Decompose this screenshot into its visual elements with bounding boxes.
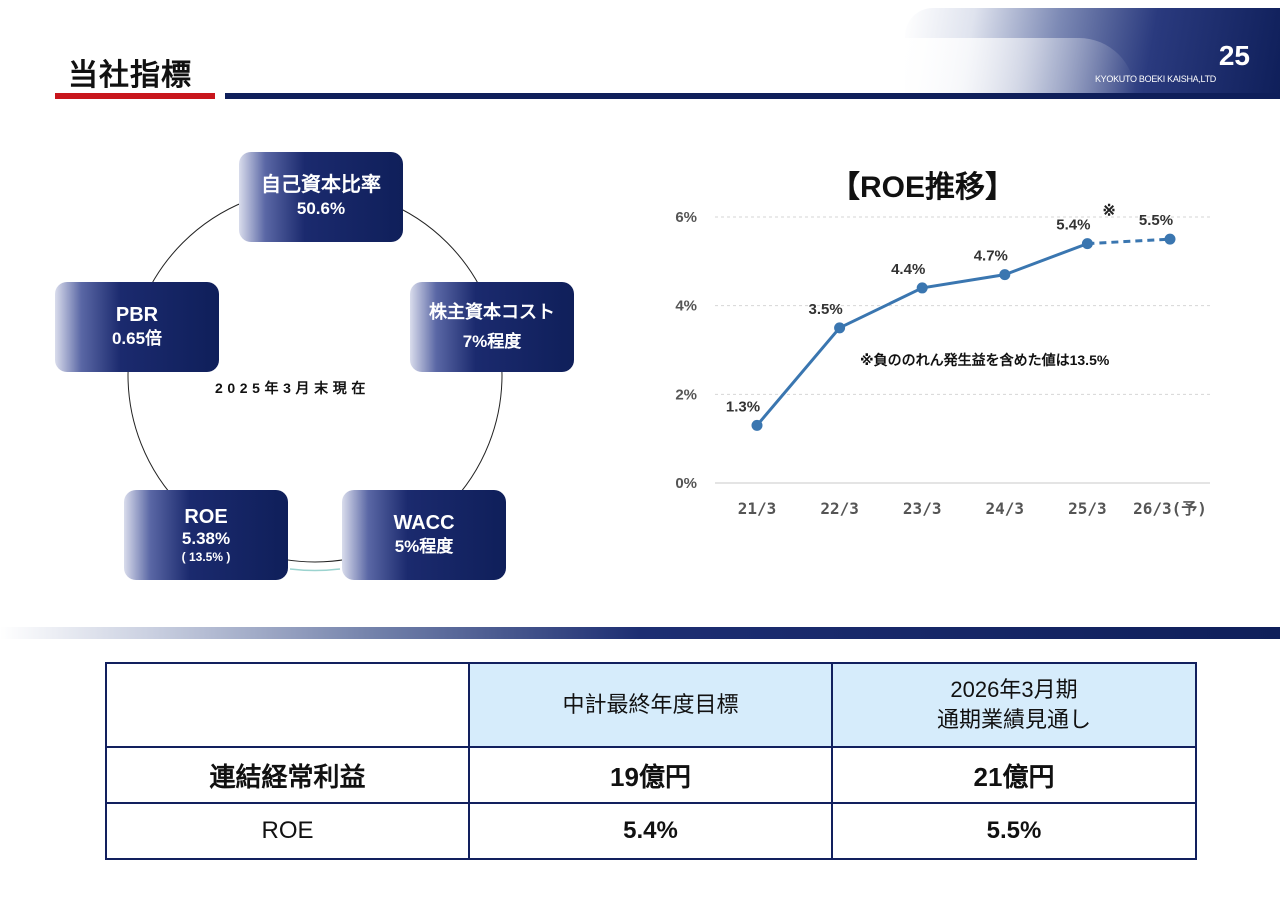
data-label: 4.7%	[974, 248, 1008, 265]
roe-line-chart: 0% 2% 4% 6% 21/3 22/3 23/3 24/3 25/3 26/3(予) 1.3% 3…	[675, 203, 1210, 518]
node-value: 0.65倍	[111, 329, 163, 348]
node-title: WACC	[393, 512, 455, 534]
node-title: 自己資本比率	[261, 174, 381, 196]
chart-title: 【ROE推移】	[830, 171, 1016, 204]
x-tick-label: 21/3	[738, 499, 777, 518]
table-row: 連結経常利益 19億円 21億円	[105, 746, 1197, 804]
cell-forecast: 21億円	[831, 746, 1197, 804]
node-pbr: PBR 0.65倍	[55, 282, 219, 372]
node-title: PBR	[115, 304, 159, 326]
data-point	[999, 269, 1011, 281]
node-roe: ROE 5.38% ( 13.5% )	[124, 490, 288, 580]
y-tick-label: 0%	[675, 475, 697, 492]
page-number: 25	[1218, 40, 1250, 71]
x-tick-label: 22/3	[820, 499, 859, 518]
data-label: 3.5%	[808, 301, 842, 318]
node-value: 5%程度	[394, 537, 454, 556]
node-wacc: WACC 5%程度	[342, 490, 506, 580]
targets-table: 中計最終年度目標 2026年3月期 通期業績見通し 連結経常利益 19億円 21…	[105, 662, 1197, 860]
node-value: 7%程度	[462, 332, 522, 351]
header-cell-forecast: 2026年3月期 通期業績見通し	[831, 662, 1197, 748]
x-tick-label: 23/3	[903, 499, 942, 518]
data-point	[751, 419, 763, 431]
page-title: 当社指標	[68, 59, 192, 92]
x-tick-label: 25/3	[1068, 499, 1107, 518]
as-of-date: 2025年3月末現在	[215, 380, 370, 396]
x-tick-label: 24/3	[986, 499, 1025, 518]
cell-target: 19億円	[468, 746, 833, 804]
data-label: 4.4%	[891, 261, 925, 278]
cell-target: 5.4%	[468, 802, 833, 860]
row-label: 連結経常利益	[105, 746, 470, 804]
y-tick-label: 2%	[675, 386, 697, 403]
node-equity-ratio: 自己資本比率 50.6%	[239, 152, 403, 242]
cell-forecast: 5.5%	[831, 802, 1197, 860]
node-value: 5.38%	[181, 529, 231, 548]
data-label: 5.5%	[1139, 212, 1173, 229]
annotation-mark: ※	[1102, 203, 1115, 220]
table-header-row: 中計最終年度目標 2026年3月期 通期業績見通し	[105, 662, 1197, 748]
y-tick-label: 4%	[675, 298, 697, 315]
data-point	[1081, 238, 1093, 250]
data-point	[834, 322, 846, 334]
header-rule	[225, 93, 1280, 99]
company-name: KYOKUTO BOEKI KAISHA,LTD	[1094, 74, 1216, 84]
data-label: 1.3%	[726, 398, 760, 415]
header-cell-empty	[105, 662, 470, 748]
series-line-forecast	[1087, 237, 1171, 246]
node-title: 株主資本コスト	[429, 302, 555, 322]
row-label: ROE	[105, 802, 470, 860]
y-tick-label: 6%	[675, 209, 697, 226]
node-title: ROE	[184, 506, 228, 528]
x-tick-label: 26/3(予)	[1133, 499, 1207, 518]
data-label: 5.4%	[1056, 217, 1090, 234]
table-row: ROE 5.4% 5.5%	[105, 802, 1197, 860]
node-cost-of-equity: 株主資本コスト 7%程度	[410, 282, 574, 372]
node-value: 50.6%	[296, 199, 346, 218]
title-underline-red	[55, 93, 215, 99]
data-point	[916, 282, 928, 294]
section-divider	[0, 627, 1280, 639]
node-sub: ( 13.5% )	[181, 550, 231, 564]
header-cell-target: 中計最終年度目標	[468, 662, 833, 748]
data-point	[1164, 233, 1176, 245]
chart-footnote: ※負ののれん発生益を含めた値は13.5%	[860, 352, 1110, 368]
header-banner	[905, 8, 1280, 94]
